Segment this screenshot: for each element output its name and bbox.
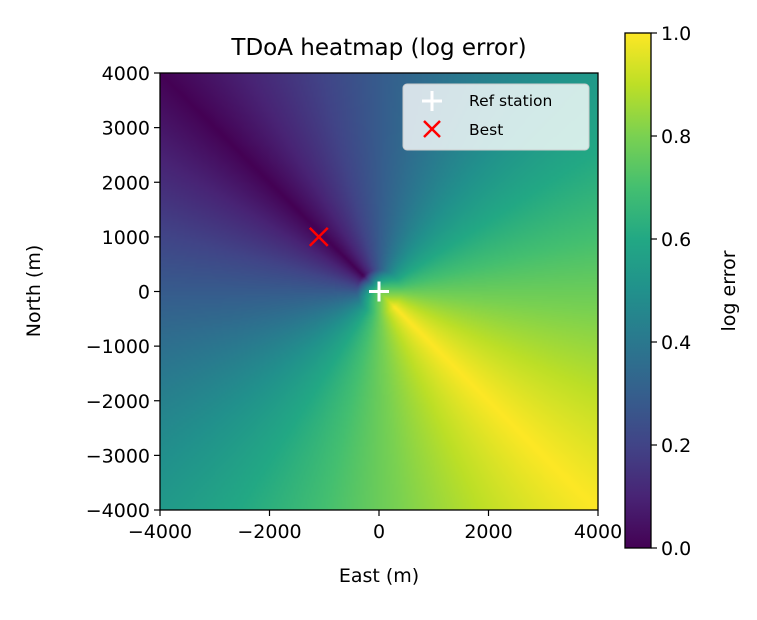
markers-layer — [308, 226, 389, 302]
x-axis: −4000 −2000 0 2000 4000 — [128, 510, 622, 543]
colorbar: 0.0 0.2 0.4 0.6 0.8 1.0 log error — [624, 23, 740, 560]
y-axis: 4000 3000 2000 1000 0 −1000 −2000 −3000 −4000 — [86, 63, 160, 522]
legend-box — [402, 83, 590, 151]
y-tick-label: −2000 — [86, 391, 150, 413]
colorbar-ticks: 0.0 0.2 0.4 0.6 0.8 1.0 — [651, 23, 691, 560]
legend-label-best: Best — [469, 121, 503, 139]
y-tick-label: 2000 — [102, 172, 150, 194]
x-axis-label: East (m) — [339, 565, 419, 587]
x-tick-label: 0 — [373, 521, 385, 543]
chart-title: TDoA heatmap (log error) — [230, 35, 526, 61]
y-axis-label: North (m) — [23, 245, 45, 338]
colorbar-tick-label: 0.8 — [661, 126, 691, 148]
colorbar-gradient — [625, 33, 651, 548]
colorbar-tick-label: 0.4 — [661, 332, 691, 354]
y-tick-label: −3000 — [86, 445, 150, 467]
colorbar-tick-label: 0.6 — [661, 229, 691, 251]
y-tick-label: 4000 — [102, 63, 150, 85]
colorbar-tick-label: 0.0 — [661, 538, 691, 560]
x-tick-label: −2000 — [237, 521, 301, 543]
legend: Ref station Best — [402, 83, 590, 151]
y-tick-label: 3000 — [102, 118, 150, 140]
colorbar-tick-label: 0.2 — [661, 435, 691, 457]
colorbar-tick-label: 1.0 — [661, 23, 691, 45]
y-tick-label: 1000 — [102, 227, 150, 249]
x-tick-label: −4000 — [128, 521, 192, 543]
y-tick-label: −4000 — [86, 500, 150, 522]
legend-label-ref-station: Ref station — [469, 92, 552, 110]
legend-x-marker — [423, 120, 441, 138]
y-tick-label: 0 — [138, 282, 150, 304]
y-tick-label: −1000 — [86, 336, 150, 358]
x-tick-label: 4000 — [574, 521, 622, 543]
ref-station-marker — [369, 281, 389, 302]
legend-plus-marker — [422, 91, 442, 111]
best-marker — [308, 226, 329, 247]
colorbar-label: log error — [718, 250, 740, 331]
colorbar-frame — [624, 32, 652, 549]
x-tick-label: 2000 — [464, 521, 512, 543]
